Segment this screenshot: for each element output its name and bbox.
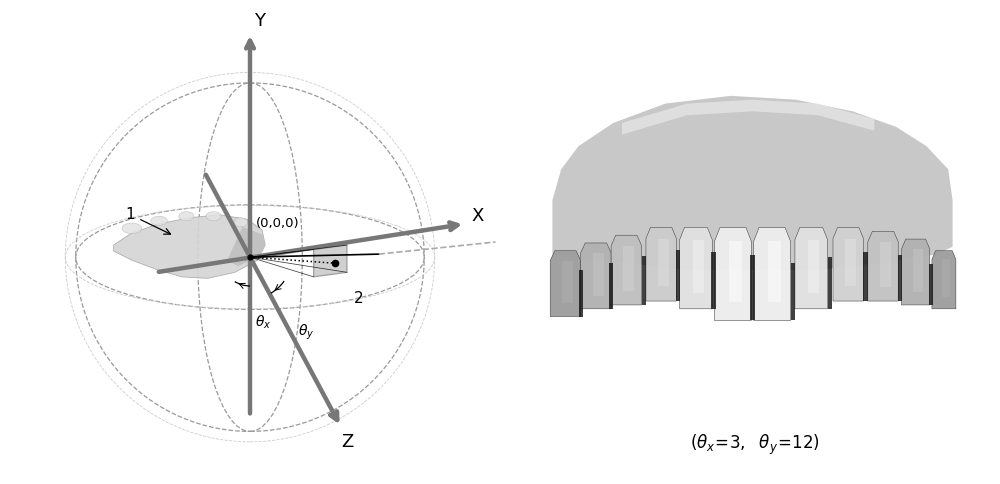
Polygon shape (552, 96, 953, 270)
Polygon shape (828, 257, 832, 309)
Polygon shape (642, 256, 646, 305)
Polygon shape (808, 240, 819, 292)
Polygon shape (676, 250, 680, 301)
Polygon shape (680, 227, 712, 309)
Polygon shape (609, 263, 613, 309)
Polygon shape (593, 253, 604, 296)
Polygon shape (754, 227, 791, 320)
Text: (0,0,0): (0,0,0) (256, 217, 300, 230)
Polygon shape (795, 227, 828, 309)
Ellipse shape (179, 212, 194, 221)
Polygon shape (714, 227, 751, 320)
Polygon shape (227, 227, 265, 266)
Polygon shape (658, 239, 669, 287)
Polygon shape (729, 242, 742, 302)
Ellipse shape (151, 216, 167, 226)
Polygon shape (898, 255, 902, 301)
Text: $(\theta_x\!=\!3,\ \ \theta_y\!=\!12)$: $(\theta_x\!=\!3,\ \ \theta_y\!=\!12)$ (690, 433, 820, 457)
Polygon shape (581, 243, 611, 309)
Polygon shape (929, 264, 933, 305)
Polygon shape (623, 246, 634, 291)
Polygon shape (913, 249, 923, 292)
Polygon shape (863, 252, 868, 301)
Polygon shape (942, 259, 950, 297)
Polygon shape (768, 242, 781, 302)
Polygon shape (711, 252, 716, 309)
Polygon shape (114, 215, 265, 278)
Polygon shape (880, 242, 891, 287)
Text: Y: Y (254, 12, 265, 30)
Polygon shape (693, 240, 704, 292)
Polygon shape (314, 245, 347, 277)
Ellipse shape (206, 212, 221, 221)
Polygon shape (868, 231, 898, 301)
Ellipse shape (122, 223, 142, 234)
Text: Z: Z (341, 433, 353, 451)
Polygon shape (845, 239, 856, 287)
Text: $\theta_y$: $\theta_y$ (298, 323, 315, 342)
Polygon shape (833, 227, 863, 301)
Polygon shape (578, 271, 583, 317)
Polygon shape (932, 251, 956, 309)
Polygon shape (611, 235, 642, 305)
Polygon shape (791, 263, 795, 320)
Text: $\theta_x$: $\theta_x$ (255, 314, 271, 331)
Ellipse shape (234, 218, 248, 227)
Polygon shape (622, 100, 874, 135)
Polygon shape (901, 239, 930, 305)
Polygon shape (550, 251, 581, 317)
Text: X: X (471, 207, 483, 225)
Polygon shape (750, 256, 755, 320)
Text: 2: 2 (354, 290, 364, 305)
Polygon shape (562, 260, 573, 303)
Text: 1: 1 (126, 207, 170, 234)
Polygon shape (646, 227, 676, 301)
